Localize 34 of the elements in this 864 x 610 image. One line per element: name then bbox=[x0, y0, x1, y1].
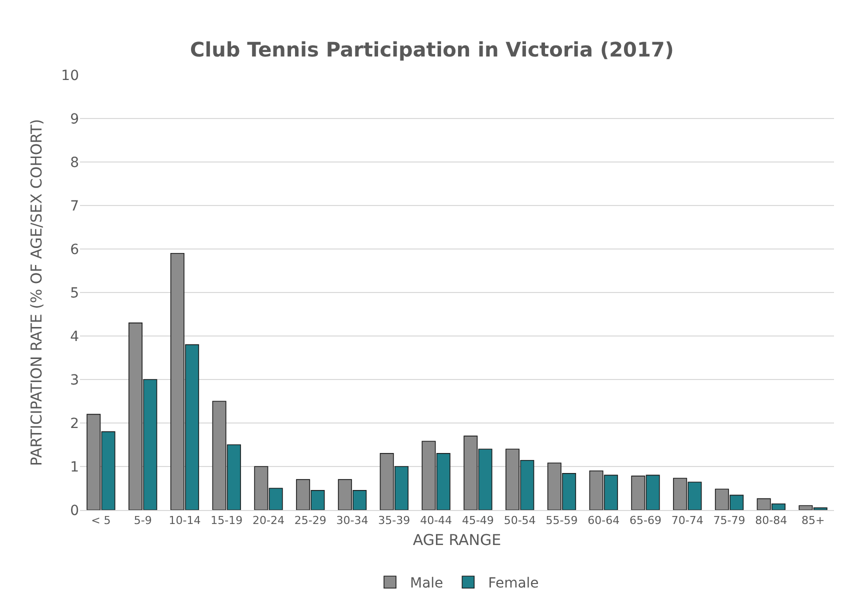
x-tick-label: 15-19 bbox=[210, 514, 243, 528]
x-tick-label: 60-64 bbox=[588, 514, 620, 528]
y-tick-label: 2 bbox=[70, 416, 79, 432]
x-tick-label: 50-54 bbox=[504, 514, 536, 528]
y-tick-label: 7 bbox=[70, 198, 79, 214]
x-tick-label: < 5 bbox=[91, 514, 111, 528]
y-tick-label: 10 bbox=[61, 68, 79, 84]
x-tick-label: 45-49 bbox=[462, 514, 494, 528]
x-tick-label: 85+ bbox=[801, 514, 825, 528]
x-axis-title: AGE RANGE bbox=[412, 531, 502, 550]
y-tick-label: 9 bbox=[70, 111, 79, 128]
y-tick-label: 1 bbox=[70, 459, 79, 476]
x-tick-label: 30-34 bbox=[336, 514, 368, 528]
x-tick-label: 25-29 bbox=[294, 514, 326, 528]
legend-label: Female bbox=[488, 576, 539, 592]
x-tick-label: 10-14 bbox=[168, 514, 201, 528]
x-tick-label: 5-9 bbox=[134, 514, 152, 528]
x-tick-label: 75-79 bbox=[713, 514, 746, 528]
y-tick-label: 6 bbox=[70, 242, 80, 258]
y-tick-label: 4 bbox=[70, 328, 80, 345]
y-tick-label: 0 bbox=[70, 502, 79, 519]
x-tick-label: 40-44 bbox=[420, 514, 452, 528]
chart-title: Club Tennis Participation in Victoria (2017) bbox=[190, 38, 674, 62]
x-tick-label: 55-59 bbox=[546, 514, 578, 528]
legend-label: Male bbox=[410, 576, 444, 592]
x-tick-label: 70-74 bbox=[671, 514, 704, 528]
y-tick-label: 8 bbox=[70, 154, 79, 171]
x-tick-label: 35-39 bbox=[378, 514, 410, 528]
y-tick-label: 5 bbox=[70, 285, 79, 302]
y-axis-title: PARTICIPATION RATE (% OF AGE/SEX COHORT) bbox=[27, 118, 46, 466]
x-tick-label: 80-84 bbox=[755, 514, 788, 528]
y-tick-label: 3 bbox=[70, 372, 79, 388]
x-tick-label: 65-69 bbox=[630, 514, 662, 528]
x-tick-label: 20-24 bbox=[252, 514, 284, 528]
